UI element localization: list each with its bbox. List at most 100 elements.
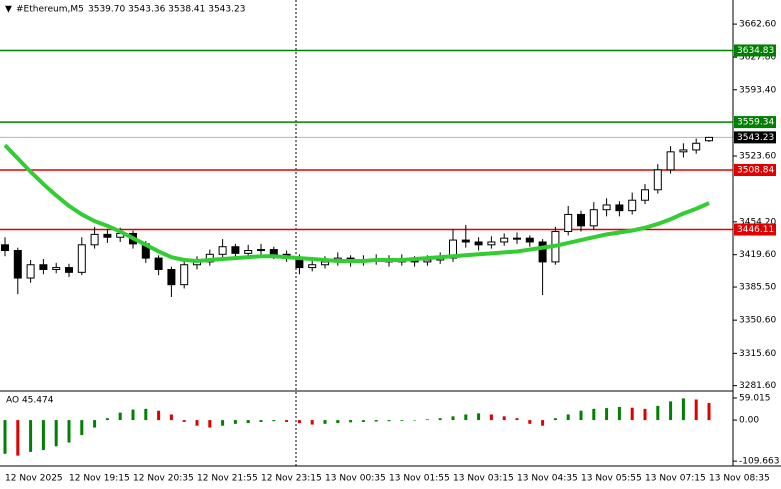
symbol: #Ethereum,M5 [16,5,84,15]
y-tick-label: 0.00 [739,416,759,426]
triangle: ▼ [5,5,12,15]
candle-body [641,189,649,201]
ao-bar [464,414,468,421]
ao-bar [182,420,186,422]
candle-body [705,136,713,142]
y-tick-label: 3454.20 [739,217,776,227]
candle-body [461,239,470,243]
ao-bar [323,420,327,424]
level-label-bg [734,116,776,129]
x-tick-label: 13 Nov 07:15 [645,474,706,484]
level-label: 3634.83 [737,46,774,56]
y-tick-label: 3523.60 [739,152,776,162]
ao-bar [221,420,225,426]
ao-bar [105,418,109,421]
ao-bar [681,398,685,421]
candle-body [628,199,637,212]
ao-bar [41,420,45,451]
ao-bar [29,420,33,452]
ao-bar [233,420,237,424]
y-tick-label: 3662.60 [739,20,776,30]
ao-bar [387,420,391,422]
x-tick-label: 13 Nov 05:55 [581,474,642,484]
ao-bar [502,416,506,421]
candle-body [167,268,176,286]
candle-body [218,246,227,255]
ao-bar [118,412,122,421]
ao-bar [169,414,173,421]
ao-bar [451,416,455,421]
level-label-bg [734,131,776,144]
candle-body [154,257,163,270]
ao-bar [93,420,97,428]
candle-body [13,250,22,279]
ao-bar [630,407,634,421]
candle-body [1,244,9,252]
ao-bar [438,418,442,421]
ao-bar [592,408,596,421]
y-tick-label: 3627.80 [739,53,776,63]
ao-bar [477,413,481,421]
ao-bar [643,408,647,421]
y-tick-label: 3385.50 [739,283,776,293]
ao-bar [669,401,673,421]
y-tick-label: 3419.60 [739,250,776,260]
ao-bar [374,420,378,422]
ao-bar [425,419,429,421]
x-tick-label: 12 Nov 20:35 [133,474,194,484]
candle-body [500,237,509,243]
candle-body [474,241,483,246]
ao-bar [413,420,417,421]
ao-bar [349,420,353,423]
candle-body [679,149,688,153]
ao-bar [566,414,570,421]
level-label: 3559.34 [737,118,774,128]
y-tick-label: -109.663 [739,457,779,467]
candle-body [692,142,701,151]
candle-body [269,249,278,255]
ao-bar [157,410,161,421]
candle-body [308,264,317,269]
candle-body [26,264,35,279]
y-tick-label: 3593.40 [739,85,776,95]
ao-bar [553,418,557,421]
candle-body [487,241,496,246]
ao-bar [528,420,532,424]
ao-bar [605,408,609,421]
candle-body [103,233,112,238]
candle-body [513,237,521,240]
y-tick-label: 3281.60 [739,381,776,391]
x-tick-label: 13 Nov 00:35 [325,474,386,484]
y-tick-label: 3315.60 [739,349,776,359]
level-label-bg [734,44,776,57]
ao-bar [195,420,199,426]
candle-body [589,209,598,227]
moving-average [3,143,710,263]
ao-bar [285,420,289,422]
y-tick-label: 59.015 [739,393,771,403]
candle-body [52,267,61,270]
x-tick-label: 13 Nov 03:15 [453,474,514,484]
ao-bar [489,414,493,421]
candle-body [577,213,585,227]
candle-body [39,264,48,270]
candle-body [525,237,534,243]
indicator-title: AO 45.474 [6,396,54,406]
ao-bar [259,420,263,422]
ao-bar [707,403,711,421]
x-tick-label: 13 Nov 01:55 [389,474,450,484]
ao-bar [579,410,583,421]
ao-bar [336,420,340,424]
x-tick-label: 12 Nov 2025 [5,474,63,484]
candle-body [90,233,99,246]
level-label-bg [734,223,776,236]
candle-body [65,267,73,273]
ao-bar [617,406,621,421]
candle-body [257,249,265,252]
ao-bar [400,420,404,421]
ao-bar [67,420,71,443]
candle-body [666,151,675,171]
level-label-bg [734,164,776,177]
ao-bar [54,420,58,447]
